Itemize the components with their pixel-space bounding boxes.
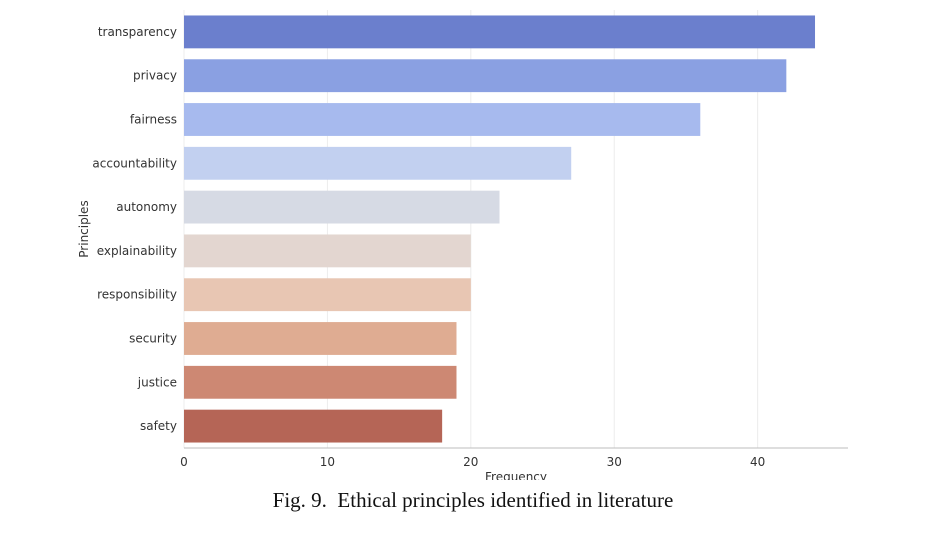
x-axis-title: Frequency — [485, 470, 547, 480]
bar-accountability — [184, 146, 572, 180]
bar-transparency — [184, 15, 816, 49]
bar-explainability — [184, 234, 471, 268]
y-tick-label: transparency — [98, 25, 177, 39]
bar-chart: transparency privacy fairness accountabilit… — [77, 10, 848, 480]
bar-safety — [184, 409, 443, 443]
y-tick-label: explainability — [97, 244, 177, 258]
y-tick-label: fairness — [130, 113, 177, 127]
x-tick-label: 40 — [750, 455, 765, 469]
bar-fairness — [184, 103, 701, 136]
y-tick-label: justice — [137, 375, 177, 389]
bar-security — [184, 322, 457, 355]
bar-justice — [184, 365, 457, 399]
y-axis-title: Principles — [77, 200, 91, 257]
bars — [184, 15, 816, 443]
bar-privacy — [184, 59, 787, 93]
y-tick-label: responsibility — [97, 288, 177, 302]
x-tick-label: 10 — [320, 455, 335, 469]
y-tick-label: privacy — [133, 69, 177, 83]
bar-responsibility — [184, 278, 471, 312]
x-tick-label: 20 — [463, 455, 478, 469]
bar-autonomy — [184, 190, 500, 224]
y-tick-label: autonomy — [116, 200, 177, 214]
y-tick-label: security — [129, 332, 177, 346]
figure-caption: Fig. 9. Ethical principles identified in… — [272, 488, 674, 512]
x-tick-label: 0 — [180, 455, 188, 469]
y-tick-label: accountability — [92, 156, 177, 170]
y-tick-labels: transparency privacy fairness accountabilit… — [92, 25, 177, 433]
y-tick-label: safety — [140, 419, 177, 433]
x-tick-label: 30 — [607, 455, 622, 469]
x-tick-labels: 0 10 20 30 40 — [180, 455, 765, 469]
